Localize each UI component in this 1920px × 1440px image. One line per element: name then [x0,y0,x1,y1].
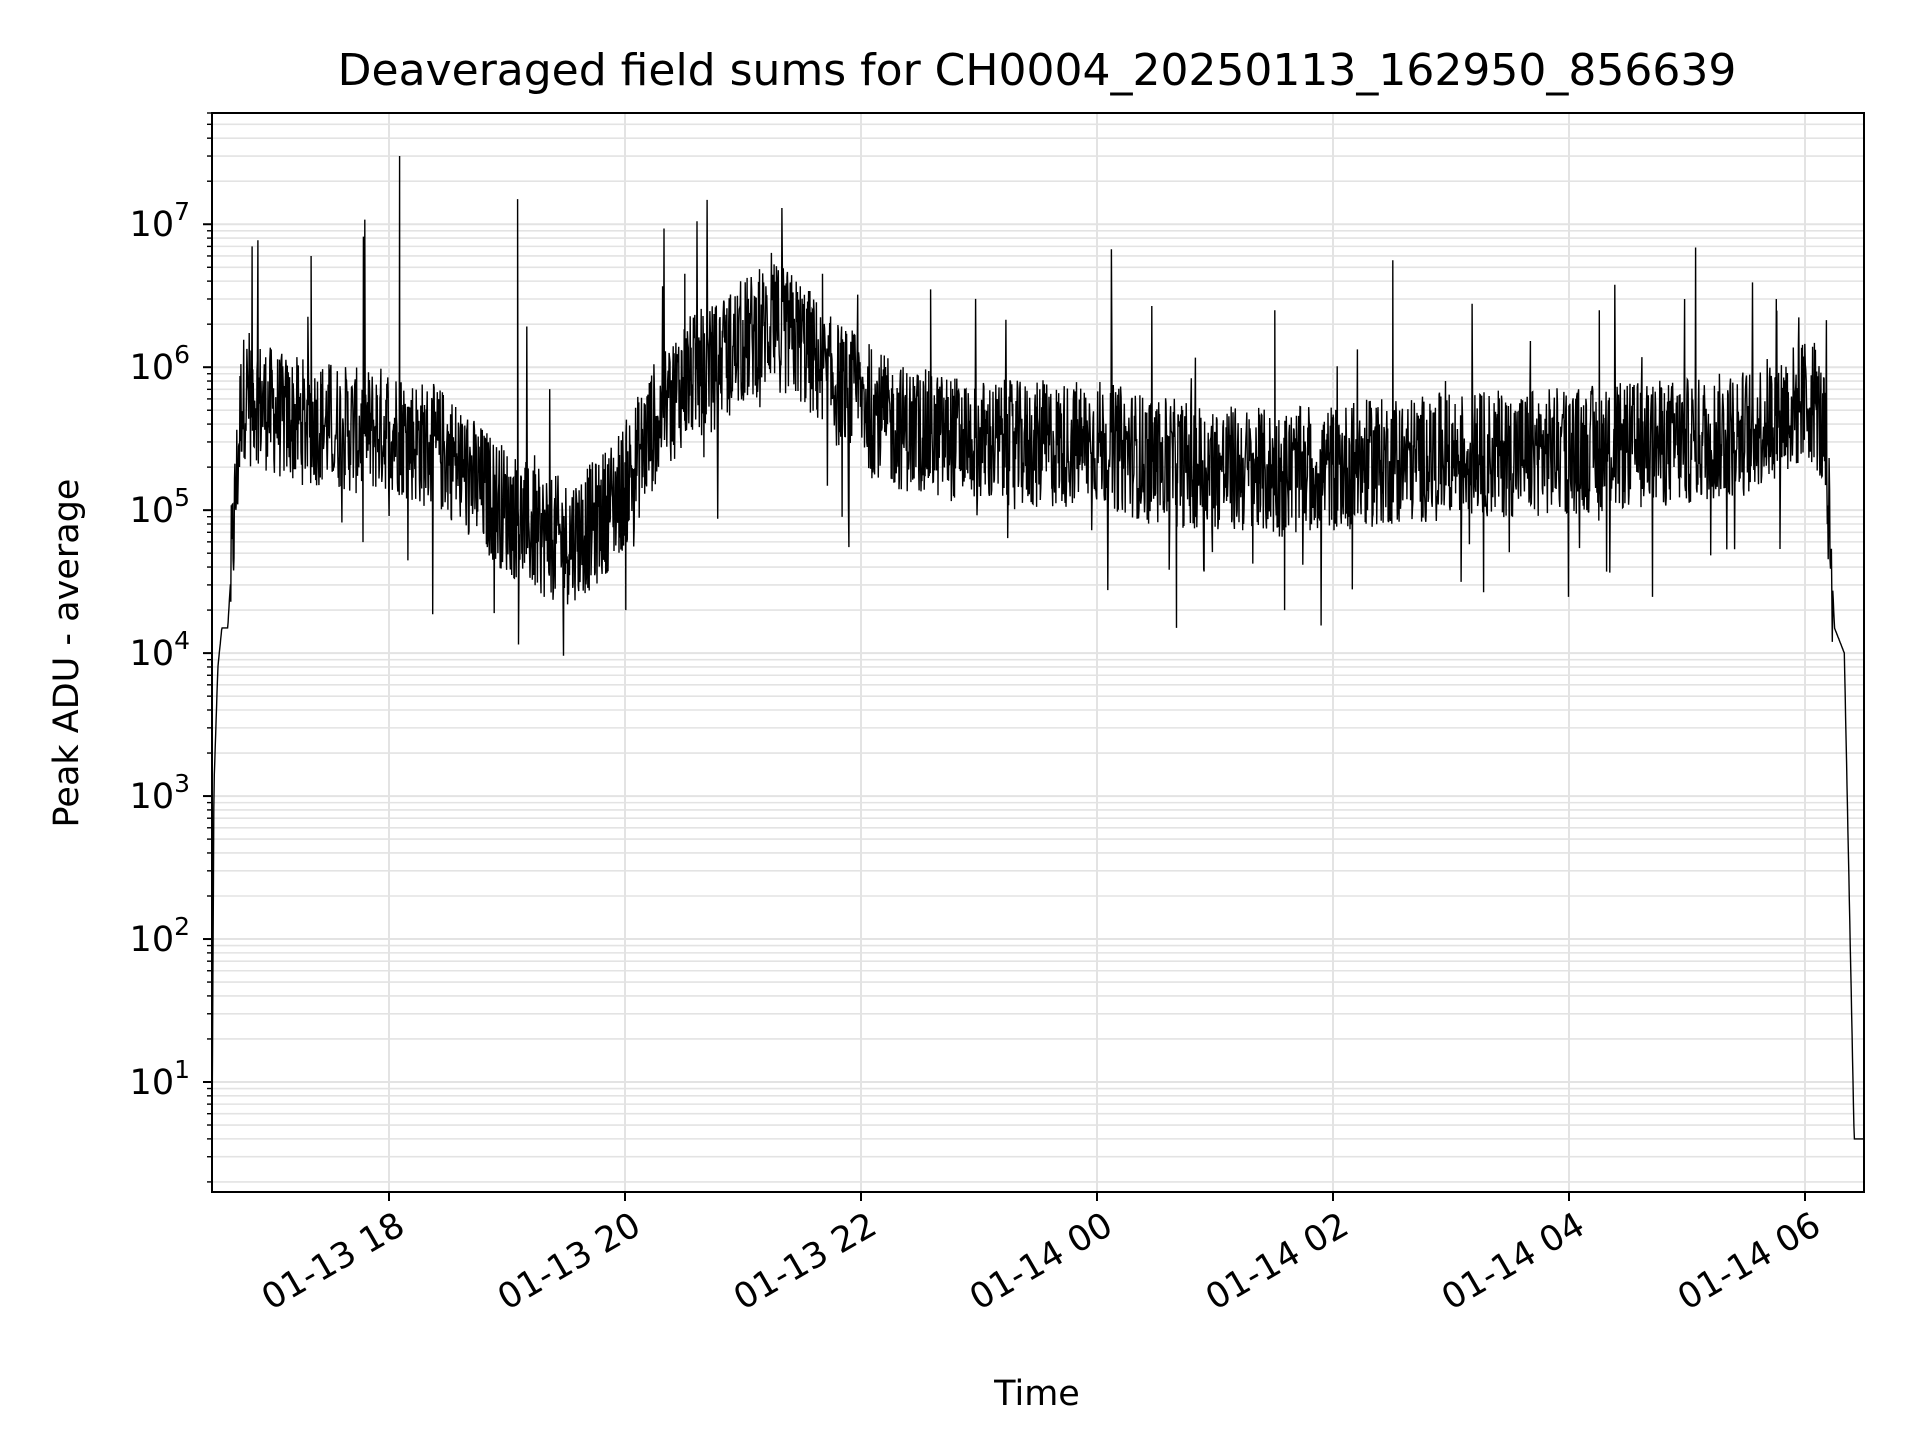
grid [212,112,1864,1192]
y-axis: 101 102 103 104 105 106 107 [130,112,212,1183]
y-axis-label: Peak ADU - average [47,479,87,828]
x-axis-label: Time [993,1374,1080,1414]
chart-title: Deaveraged field sums for CH0004_2025011… [338,45,1737,96]
y-tick-label: 101 [130,1055,190,1103]
y-tick-label: 103 [130,769,190,817]
y-tick-label: 105 [130,483,190,531]
y-tick-label: 104 [130,626,190,674]
y-tick-label: 106 [130,340,190,388]
y-tick-label: 102 [130,912,190,960]
y-tick-label: 107 [130,197,190,245]
plot-area [212,155,1864,1140]
series-line [212,155,1864,1140]
